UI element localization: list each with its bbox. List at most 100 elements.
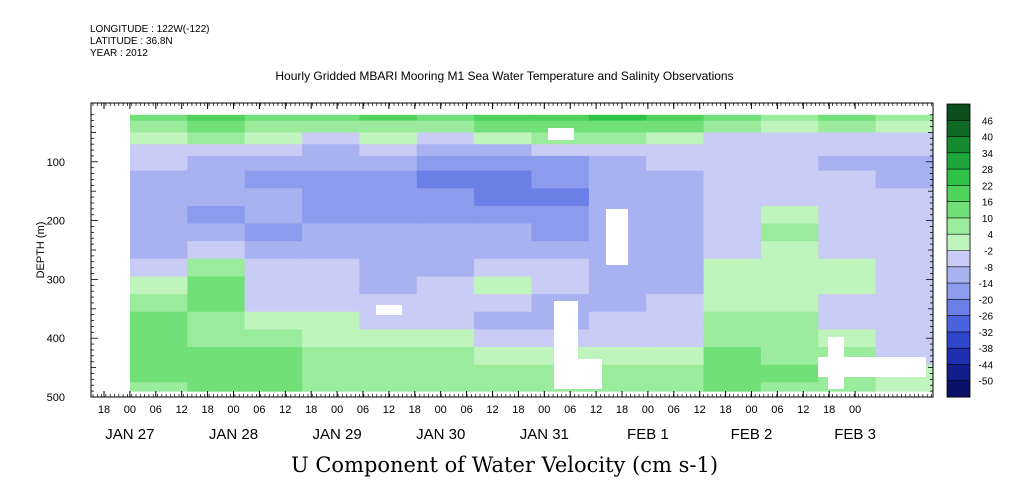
colorbar-swatch bbox=[947, 104, 970, 121]
heatmap-cell bbox=[359, 294, 418, 313]
heatmap-cell bbox=[818, 170, 877, 189]
heatmap-cell bbox=[646, 223, 705, 242]
heatmap-cell bbox=[302, 311, 361, 330]
heatmap-cell bbox=[359, 329, 418, 348]
x-date-label: FEB 2 bbox=[731, 426, 773, 443]
heatmap-cell bbox=[531, 241, 590, 260]
heatmap-cell bbox=[703, 132, 762, 145]
heatmap-cell bbox=[359, 347, 418, 366]
latitude-label: LATITUDE : 36.8N bbox=[90, 36, 173, 47]
x-tick-label: 18 bbox=[719, 404, 731, 416]
heatmap-cell bbox=[703, 294, 762, 313]
colorbar-label: -44 bbox=[979, 360, 994, 371]
heatmap-cell bbox=[818, 241, 877, 260]
heatmap-cell bbox=[588, 132, 647, 145]
heatmap-cell bbox=[130, 347, 188, 366]
heatmap-cell bbox=[818, 144, 877, 157]
heatmap-cell bbox=[416, 347, 475, 366]
chart-title: Hourly Gridded MBARI Mooring M1 Sea Wate… bbox=[275, 69, 734, 83]
heatmap-cell bbox=[875, 382, 934, 392]
heatmap-cell bbox=[760, 258, 819, 277]
year-label: YEAR : 2012 bbox=[90, 48, 148, 59]
heatmap-cell bbox=[760, 114, 819, 122]
x-date-label: JAN 31 bbox=[520, 426, 569, 443]
heatmap-cell bbox=[416, 132, 475, 145]
heatmap-cell bbox=[244, 132, 303, 145]
heatmap-cell bbox=[187, 364, 246, 383]
heatmap-cell bbox=[130, 120, 188, 133]
heatmap-cell bbox=[302, 120, 361, 133]
heatmap-field bbox=[130, 114, 934, 392]
x-tick-label: 06 bbox=[460, 404, 472, 416]
heatmap-cell bbox=[875, 205, 934, 225]
heatmap-cell bbox=[646, 114, 705, 122]
heatmap-cell bbox=[646, 132, 705, 145]
heatmap-cell bbox=[187, 120, 246, 133]
heatmap-cell bbox=[760, 155, 819, 172]
heatmap-cell bbox=[588, 120, 647, 133]
heatmap-cell bbox=[703, 364, 762, 383]
heatmap-cell bbox=[416, 114, 475, 122]
heatmap-cell bbox=[474, 382, 533, 392]
heatmap-cell bbox=[187, 205, 246, 225]
heatmap-cell bbox=[416, 294, 475, 313]
chart-subtitle: U Component of Water Velocity (cm s-1) bbox=[290, 453, 719, 477]
masked-regions bbox=[376, 128, 926, 389]
y-tick-label: 300 bbox=[47, 274, 65, 286]
heatmap-cell bbox=[302, 170, 361, 189]
x-tick-label: 12 bbox=[383, 404, 395, 416]
heatmap-cell bbox=[474, 114, 533, 122]
colorbar-label: 22 bbox=[982, 181, 994, 192]
heatmap-cell bbox=[187, 294, 246, 313]
x-tick-label: 00 bbox=[538, 404, 550, 416]
heatmap-cell bbox=[531, 258, 590, 277]
heatmap-cell bbox=[474, 205, 533, 225]
heatmap-cell bbox=[302, 364, 361, 383]
heatmap-cell bbox=[244, 258, 303, 277]
heatmap-cell bbox=[703, 223, 762, 242]
x-tick-label: 18 bbox=[616, 404, 628, 416]
colorbar-label: -14 bbox=[979, 279, 994, 290]
no-data-region bbox=[548, 128, 574, 140]
heatmap-cell bbox=[703, 170, 762, 189]
heatmap-cell bbox=[359, 205, 418, 225]
heatmap-cell bbox=[703, 311, 762, 330]
heatmap-cell bbox=[130, 144, 188, 157]
heatmap-cell bbox=[244, 188, 303, 207]
heatmap-cell bbox=[588, 294, 647, 313]
heatmap-cell bbox=[244, 364, 303, 383]
heatmap-cell bbox=[818, 120, 877, 133]
heatmap-cell bbox=[302, 241, 361, 260]
heatmap-cell bbox=[302, 188, 361, 207]
colorbar-swatch bbox=[947, 299, 970, 317]
heatmap-cell bbox=[474, 241, 533, 260]
heatmap-cell bbox=[588, 364, 647, 383]
heatmap-cell bbox=[818, 329, 877, 348]
heatmap-cell bbox=[588, 311, 647, 330]
heatmap-cell bbox=[703, 347, 762, 366]
colorbar-swatch bbox=[947, 185, 970, 203]
heatmap-cell bbox=[760, 294, 819, 313]
heatmap-cell bbox=[416, 120, 475, 133]
colorbar-swatch bbox=[947, 152, 970, 170]
colorbar-swatch bbox=[947, 201, 970, 219]
heatmap-cell bbox=[130, 364, 188, 383]
colorbar-label: -8 bbox=[984, 263, 993, 274]
heatmap-cell bbox=[588, 170, 647, 189]
x-tick-label: 12 bbox=[279, 404, 291, 416]
heatmap-cell bbox=[646, 329, 705, 348]
heatmap-cell bbox=[588, 276, 647, 295]
x-tick-label: 18 bbox=[98, 404, 110, 416]
colorbar-label: 16 bbox=[982, 198, 994, 209]
heatmap-cell bbox=[187, 311, 246, 330]
no-data-region bbox=[818, 357, 926, 377]
heatmap-cell bbox=[875, 132, 934, 145]
heatmap-cell bbox=[588, 329, 647, 348]
colorbar-label: 40 bbox=[982, 133, 994, 144]
heatmap-cell bbox=[359, 114, 418, 122]
heatmap-cell bbox=[474, 223, 533, 242]
no-data-region bbox=[606, 209, 628, 265]
heatmap-cell bbox=[359, 258, 418, 277]
heatmap-cell bbox=[359, 120, 418, 133]
heatmap-cell bbox=[531, 205, 590, 225]
